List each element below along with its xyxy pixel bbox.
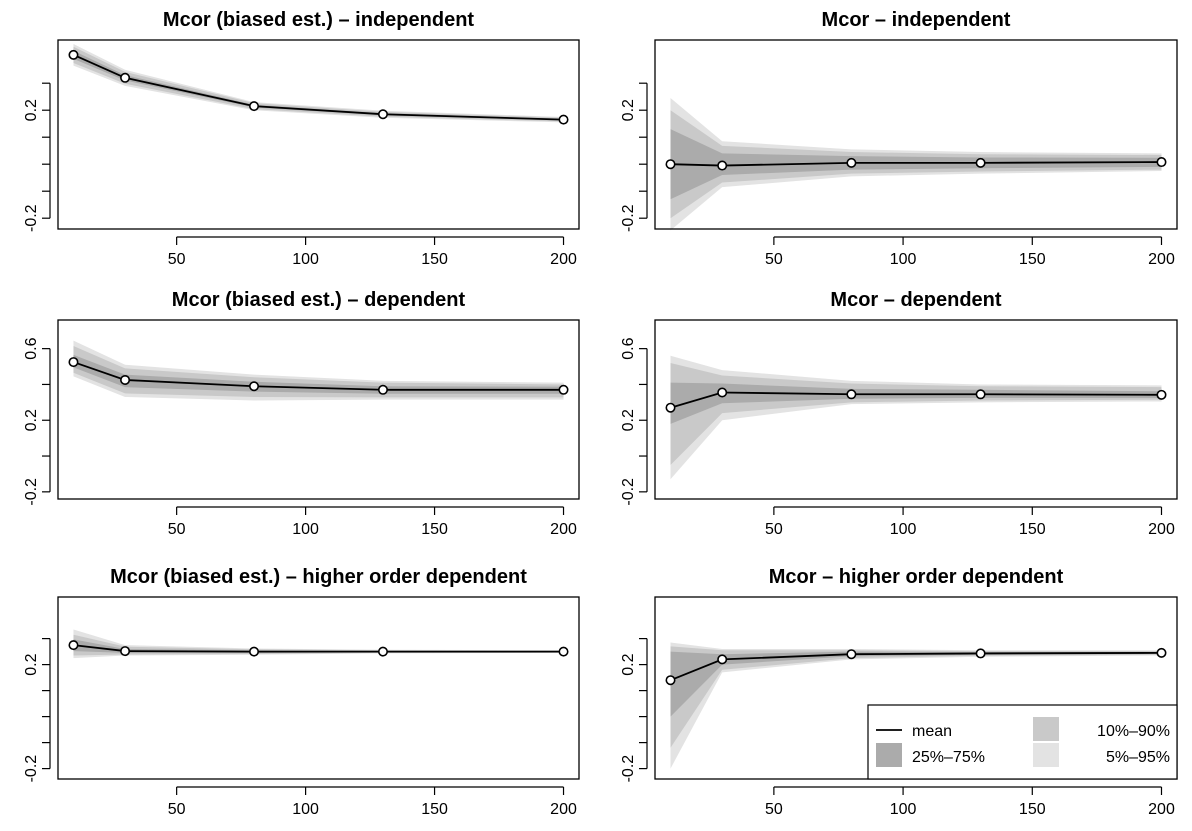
y-tick-label: -0.2	[23, 478, 40, 506]
x-tick-label: 200	[1148, 251, 1175, 268]
x-tick-label: 150	[421, 251, 448, 268]
mean-point	[1156, 389, 1167, 400]
y-tick-label: -0.2	[620, 204, 637, 232]
x-tick-label: 50	[168, 521, 186, 538]
legend-label: 25%–75%	[912, 749, 985, 766]
x-tick-label: 50	[168, 251, 186, 268]
panel-title: Mcor – dependent	[830, 289, 1001, 311]
y-tick-label: 0.2	[620, 99, 637, 121]
panel-title: Mcor (biased est.) – independent	[163, 9, 475, 31]
mean-point	[249, 101, 260, 112]
panel-3: Mcor (biased est.) – dependent 50 100 150 20…	[23, 289, 580, 538]
y-tick-label: 0.2	[620, 653, 637, 675]
mean-point	[846, 157, 857, 168]
mean-point	[1156, 157, 1167, 168]
x-tick-label: 200	[1148, 521, 1175, 538]
legend: mean 10%–90% 25%–75% 5%–95%	[867, 704, 1178, 780]
y-tick-label: -0.2	[23, 755, 40, 783]
x-tick-label: 200	[550, 801, 577, 818]
mean-point	[975, 157, 986, 168]
panel-title: Mcor – higher order dependent	[769, 566, 1064, 588]
mean-point	[377, 109, 388, 120]
legend-label: 5%–95%	[1106, 749, 1170, 766]
mean-point	[717, 387, 728, 398]
x-tick-label: 100	[292, 251, 319, 268]
panel-6: Mcor – higher order dependent 50 100 150 200…	[620, 566, 1178, 818]
mean-point	[665, 402, 676, 413]
mean-point	[558, 384, 569, 395]
mean-point	[846, 389, 857, 400]
legend-label: 10%–90%	[1097, 723, 1170, 740]
x-tick-label: 50	[765, 801, 783, 818]
y-tick-label: -0.2	[23, 204, 40, 232]
panel-5: Mcor (biased est.) – higher order depend…	[23, 566, 580, 818]
band-10-90	[73, 46, 564, 122]
mean-point	[249, 381, 260, 392]
x-tick-label: 100	[890, 801, 917, 818]
mean-point	[377, 384, 388, 395]
legend-swatch-5-95	[1033, 743, 1059, 767]
x-tick-label: 200	[550, 251, 577, 268]
mean-point	[717, 654, 728, 665]
mean-point	[558, 114, 569, 125]
x-tick-label: 150	[1019, 801, 1046, 818]
y-tick-label: 0.2	[620, 409, 637, 431]
x-tick-label: 200	[550, 521, 577, 538]
mean-point	[975, 389, 986, 400]
y-tick-label: -0.2	[620, 478, 637, 506]
mean-point	[1156, 647, 1167, 658]
mean-point	[120, 72, 131, 83]
x-tick-label: 200	[1148, 801, 1175, 818]
y-tick-label: 0.2	[23, 409, 40, 431]
mean-point	[665, 159, 676, 170]
x-tick-label: 100	[292, 801, 319, 818]
x-tick-label: 50	[168, 801, 186, 818]
y-tick-label: -0.2	[620, 755, 637, 783]
mean-point	[558, 646, 569, 657]
x-tick-label: 100	[890, 521, 917, 538]
x-tick-label: 50	[765, 251, 783, 268]
plot-frame	[57, 39, 580, 230]
x-tick-label: 150	[1019, 521, 1046, 538]
x-tick-label: 150	[421, 801, 448, 818]
y-tick-label: 0.6	[620, 337, 637, 359]
plot-frame	[57, 319, 580, 500]
y-tick-label: 0.6	[23, 337, 40, 359]
mean-point	[68, 357, 79, 368]
x-tick-label: 100	[292, 521, 319, 538]
mean-point	[120, 646, 131, 657]
mean-point	[249, 646, 260, 657]
band-5-95	[670, 355, 1162, 480]
plot-frame	[57, 596, 580, 780]
x-tick-label: 150	[421, 521, 448, 538]
panel-title: Mcor (biased est.) – dependent	[172, 289, 466, 311]
y-tick-label: 0.2	[23, 653, 40, 675]
panel-title: Mcor – independent	[822, 9, 1011, 31]
mean-point	[377, 646, 388, 657]
legend-label: mean	[912, 723, 952, 740]
y-tick-label: 0.2	[23, 99, 40, 121]
mean-point	[846, 649, 857, 660]
mean-point	[665, 675, 676, 686]
panel-title: Mcor (biased est.) – higher order depend…	[110, 566, 527, 588]
panel-1: Mcor (biased est.) – independent 50 100 150…	[23, 9, 580, 268]
x-tick-label: 150	[1019, 251, 1046, 268]
mean-point	[68, 640, 79, 651]
legend-swatch-10-90	[1033, 717, 1059, 741]
legend-swatch-25-75	[876, 743, 902, 767]
x-tick-label: 50	[765, 521, 783, 538]
x-tick-label: 100	[890, 251, 917, 268]
band-25-75	[670, 129, 1162, 200]
mean-point	[68, 49, 79, 60]
legend-box	[867, 704, 1178, 780]
panel-4: Mcor – dependent 50 100 150 200 -0.2 0.2 0.6	[620, 289, 1178, 538]
mean-point	[975, 648, 986, 659]
mean-point	[717, 160, 728, 171]
plot-frame	[654, 319, 1178, 500]
mean-point	[120, 374, 131, 385]
plot-frame	[654, 39, 1178, 230]
panel-2: Mcor – independent 50 100 150 200 -0.2 0.2	[620, 9, 1178, 268]
